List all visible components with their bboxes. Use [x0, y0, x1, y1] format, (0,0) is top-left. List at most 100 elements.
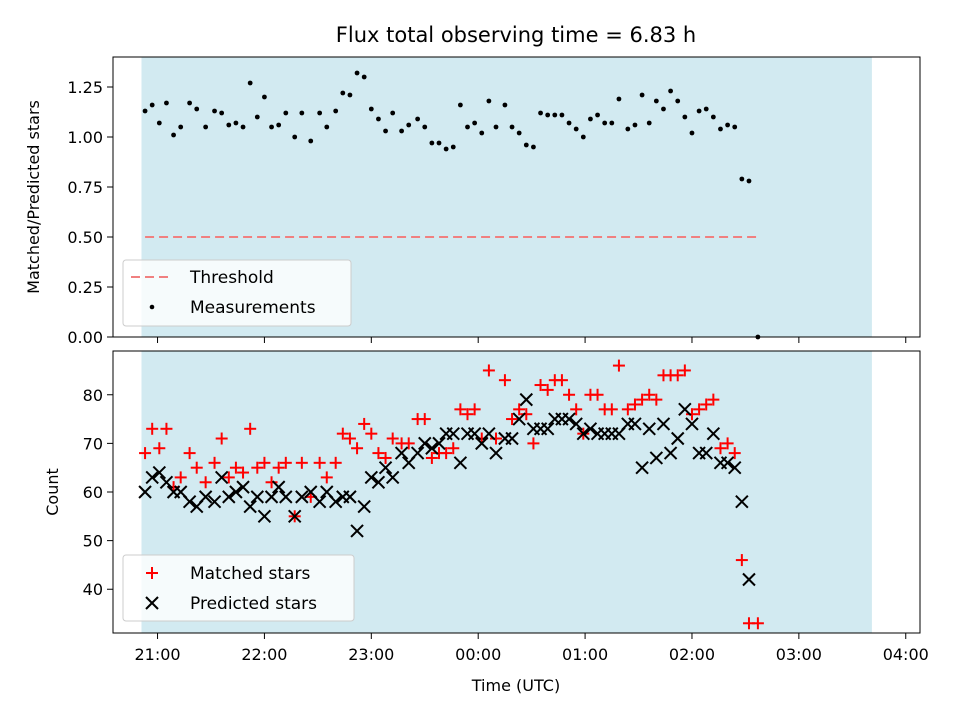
legend-measurements-label: Measurements [190, 298, 316, 318]
matched-star-point [707, 393, 720, 406]
matched-star-point [678, 364, 691, 377]
matched-star-point [402, 437, 415, 450]
matched-star-point [237, 466, 250, 479]
predicted-star-point [475, 436, 489, 451]
measurement-point [194, 106, 200, 112]
predicted-star-point [378, 460, 393, 475]
measurement-point [566, 120, 572, 126]
matched-star-point [628, 398, 641, 411]
measurement-point [531, 144, 536, 150]
measurement-point [479, 130, 485, 136]
y-tick-label: 70 [83, 434, 103, 453]
measurement-point [171, 132, 176, 138]
measurement-point [457, 102, 463, 108]
y-tick-label: 1.25 [67, 78, 103, 97]
measurement-point [354, 70, 360, 76]
predicted-star-point [569, 417, 583, 431]
measurement-point [509, 124, 515, 130]
top-plot-frame [112, 56, 921, 338]
matched-star-point [563, 388, 576, 401]
measurement-point [502, 102, 508, 108]
y-tick-label: 0.25 [67, 278, 103, 297]
predicted-star-point [312, 495, 327, 509]
measurement-point [283, 110, 289, 116]
matched-star-point [700, 398, 713, 411]
matched-star-point [555, 374, 568, 387]
measurement-point [523, 142, 529, 148]
measurement-points [142, 70, 761, 340]
measurement-point [689, 130, 695, 136]
x-tick-label: 02:00 [669, 645, 715, 664]
predicted-star-point [343, 490, 357, 504]
matched-star-point [265, 476, 278, 489]
matched-star-point [541, 383, 554, 396]
legend-threshold-label: Threshold [189, 268, 274, 288]
matched-star-point [612, 359, 625, 372]
measurement-point [588, 116, 593, 122]
matched-star-point [272, 461, 285, 474]
matched-star-point [418, 413, 431, 426]
y-tick-label: 50 [83, 532, 103, 551]
predicted-star-point [482, 426, 496, 441]
matched-star-point [482, 364, 495, 377]
predicted-star-point [357, 499, 371, 514]
bottom-panel: 40 50 60 70 80 21:00 22:00 23:00 00:00 01:00 02:0… [43, 350, 929, 695]
measurement-point [465, 124, 470, 130]
x-tick-label: 04:00 [883, 645, 929, 664]
measurement-point [240, 124, 246, 130]
predicted-star-point [540, 422, 555, 436]
matched-star-point [313, 456, 326, 469]
y-tick-label: 0.00 [67, 328, 103, 347]
measurement-point [675, 98, 681, 104]
predicted-star-point [152, 465, 167, 480]
measurement-point [333, 108, 339, 114]
measurement-point [347, 92, 353, 98]
matched-star-point [365, 427, 378, 440]
measurement-point [486, 98, 492, 104]
matched-star-point [222, 471, 235, 484]
matched-star-point [320, 471, 333, 484]
predicted-star-point [271, 480, 286, 494]
predicted-star-point [642, 422, 656, 436]
top-y-axis-label: Matched/Predicted stars [24, 100, 43, 294]
measurement-point [203, 124, 209, 130]
measurement-point [178, 124, 184, 130]
matched-star-point [506, 413, 519, 426]
predicted-star-point [635, 460, 649, 475]
predicted-star-point [243, 499, 257, 514]
matched-star-point [650, 393, 663, 406]
matched-star-point [534, 379, 547, 392]
matched-star-point [153, 442, 166, 455]
measurement-point [247, 80, 253, 86]
matched-star-point [721, 437, 734, 450]
measurement-point [616, 96, 622, 102]
predicted-star-point [364, 470, 379, 485]
predicted-star-point [678, 402, 692, 417]
predicted-star-point [742, 572, 756, 587]
measurement-point [739, 176, 745, 182]
measurement-point [436, 140, 442, 146]
measurement-point [340, 90, 346, 96]
predicted-star-point [656, 417, 671, 431]
measurement-point [746, 178, 752, 184]
measurement-point [595, 112, 600, 118]
predicted-star-point [583, 422, 598, 436]
measurement-point [406, 122, 412, 128]
predicted-star-point [159, 475, 174, 489]
measurement-point [219, 110, 225, 116]
matched-star-point [208, 456, 221, 469]
matched-star-point [468, 403, 481, 416]
measurement-point [262, 94, 267, 100]
measurement-point [429, 140, 435, 146]
x-tick-label: 21:00 [134, 645, 180, 664]
measurement-point [646, 120, 652, 126]
measurement-point [609, 120, 615, 126]
matched-star-point [336, 427, 349, 440]
matched-star-point [279, 456, 292, 469]
measurement-point [493, 124, 499, 130]
predicted-star-point [385, 470, 400, 485]
predicted-star-point [735, 495, 749, 509]
measurement-point [559, 112, 565, 118]
predicted-star-point [207, 495, 222, 509]
